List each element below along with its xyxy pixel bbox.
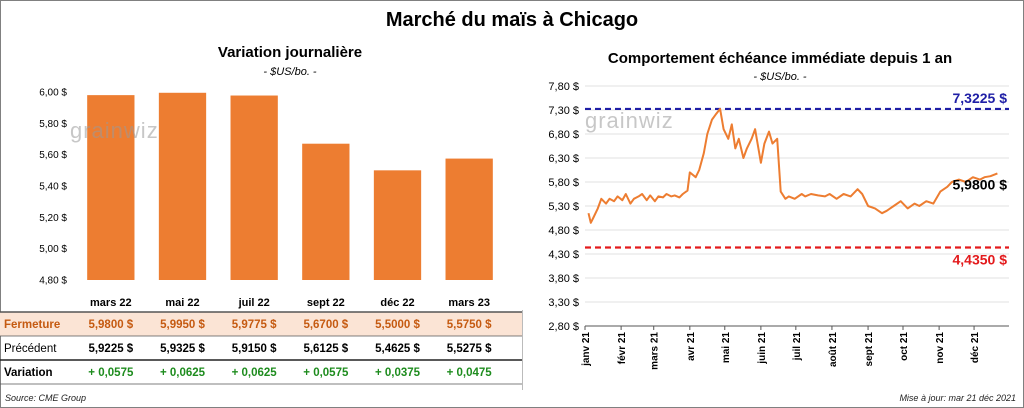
- y-tick-label: 3,30 $: [548, 297, 579, 309]
- left-chart-subtitle: - $US/bo. -: [263, 66, 317, 78]
- table-cell: 5,6700 $: [303, 319, 348, 331]
- y-tick-label: 3,80 $: [548, 273, 579, 285]
- y-tick-label: 7,80 $: [548, 81, 579, 93]
- table-cell: 5,9325 $: [160, 343, 205, 355]
- x-category-label: mars 22: [90, 297, 132, 309]
- panel-divider: [522, 310, 523, 390]
- data-table: Fermeture 5,9800 $ 5,9950 $ 5,9775 $ 5,6700 …: [0, 311, 522, 385]
- x-tick-label: août 21: [828, 332, 839, 367]
- table-cell: 5,5000 $: [375, 319, 420, 331]
- y-tick-label: 4,80 $: [548, 225, 579, 237]
- y-tick-label: 5,80 $: [548, 177, 579, 189]
- bar: [373, 170, 422, 280]
- table-cell: 5,9800 $: [88, 319, 133, 331]
- x-category-label: sept 22: [307, 297, 345, 309]
- table-row-label: Précédent: [4, 343, 57, 355]
- y-tick-label: 5,00 $: [39, 244, 67, 255]
- table-cell: + 0,0625: [232, 367, 278, 379]
- right-chart-title: Comportement échéance immédiate depuis 1…: [607, 50, 953, 67]
- y-tick-label: 5,20 $: [39, 213, 67, 224]
- y-tick-label: 5,80 $: [39, 119, 67, 130]
- x-category-label: mars 23: [448, 297, 490, 309]
- table-cell: + 0,0575: [88, 367, 134, 379]
- last-value-label: 5,9800 $: [953, 176, 1008, 192]
- table-cell: + 0,0475: [447, 367, 493, 379]
- main-title: Marché du maïs à Chicago: [385, 9, 639, 31]
- table-row-label: Variation: [4, 367, 53, 379]
- max-reference-label: 7,3225 $: [953, 90, 1008, 106]
- y-tick-label: 7,30 $: [548, 105, 579, 117]
- y-tick-label: 4,30 $: [548, 249, 579, 261]
- x-tick-label: mai 21: [721, 332, 732, 364]
- table-row-label: Fermeture: [4, 319, 60, 331]
- table-cell: + 0,0625: [160, 367, 206, 379]
- fermeture-row-bg: [0, 312, 522, 336]
- x-tick-label: sept 21: [864, 332, 875, 367]
- x-category-label: déc 22: [380, 297, 414, 309]
- x-tick-label: janv 21: [581, 332, 592, 367]
- bar: [302, 143, 350, 280]
- left-chart-title: Variation journalière: [217, 44, 363, 61]
- x-tick-label: juil 21: [792, 332, 803, 362]
- x-tick-label: oct 21: [899, 332, 910, 361]
- x-tick-label: mars 21: [650, 332, 661, 370]
- y-tick-label: 5,40 $: [39, 182, 67, 193]
- bar-chart: 4,80 $ 5,00 $ 5,20 $ 5,40 $ 5,60 $ 5,80 $ 6,00…: [39, 88, 493, 309]
- y-tick-label: 5,30 $: [548, 201, 579, 213]
- update-note: Mise à jour: mar 21 déc 2021: [899, 393, 1016, 403]
- bar: [158, 92, 207, 281]
- grainwiz-watermark-right: grainwiz: [585, 108, 674, 133]
- line-chart: 2,80 $ 3,30 $ 3,80 $ 4,30 $ 4,80 $ 5,30 $ 5,80…: [548, 81, 1009, 370]
- right-chart-subtitle: - $US/bo. -: [753, 71, 807, 83]
- table-cell: 5,5275 $: [447, 343, 492, 355]
- price-series-line: [587, 107, 998, 224]
- table-cell: 5,9775 $: [232, 319, 277, 331]
- table-cell: 5,5750 $: [447, 319, 492, 331]
- table-cell: 5,4625 $: [375, 343, 420, 355]
- table-cell: + 0,0375: [375, 367, 421, 379]
- table-cell: + 0,0575: [303, 367, 349, 379]
- bar: [87, 95, 135, 280]
- table-cell: 5,9950 $: [160, 319, 205, 331]
- x-tick-label: avr 21: [686, 332, 697, 361]
- bar: [230, 95, 278, 281]
- x-tick-label: déc 21: [970, 332, 981, 364]
- y-tick-label: 4,80 $: [39, 276, 67, 287]
- grainwiz-watermark-left: grainwiz: [70, 118, 159, 143]
- x-category-label: juil 22: [238, 297, 270, 309]
- min-reference-label: 4,4350 $: [953, 252, 1008, 268]
- y-tick-label: 6,30 $: [548, 153, 579, 165]
- table-cell: 5,9225 $: [88, 343, 133, 355]
- x-tick-label: nov 21: [935, 332, 946, 364]
- y-tick-label: 2,80 $: [548, 321, 579, 333]
- x-category-label: mai 22: [165, 297, 199, 309]
- x-tick-label: févr 21: [617, 332, 628, 365]
- table-cell: 5,9150 $: [232, 343, 277, 355]
- x-tick-label: juin 21: [757, 332, 768, 365]
- y-tick-label: 6,80 $: [548, 129, 579, 141]
- source-note: Source: CME Group: [5, 393, 87, 403]
- table-cell: 5,6125 $: [303, 343, 348, 355]
- y-tick-label: 6,00 $: [39, 88, 67, 99]
- bar: [445, 158, 493, 280]
- y-tick-label: 5,60 $: [39, 150, 67, 161]
